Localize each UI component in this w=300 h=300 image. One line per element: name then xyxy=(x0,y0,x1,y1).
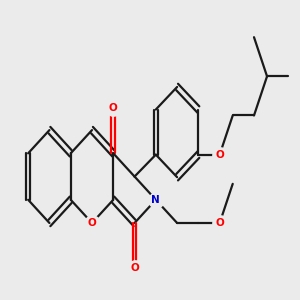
Text: O: O xyxy=(109,103,118,113)
Text: O: O xyxy=(215,150,224,160)
Text: N: N xyxy=(152,195,160,205)
Text: O: O xyxy=(130,263,139,273)
Text: O: O xyxy=(88,218,96,228)
Text: O: O xyxy=(215,218,224,228)
